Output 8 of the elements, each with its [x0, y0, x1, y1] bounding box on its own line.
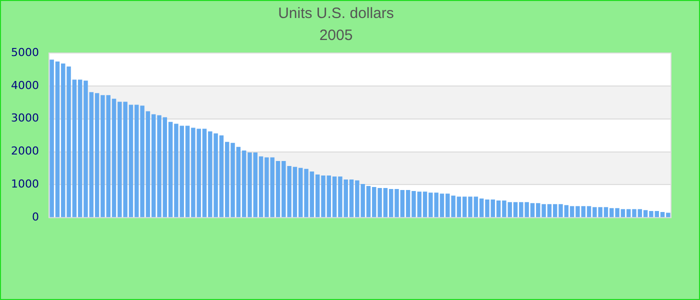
- y-tick-label: 1000: [10, 178, 39, 191]
- y-tick-label: 3000: [10, 112, 39, 125]
- y-tick-label: 2000: [10, 144, 39, 158]
- y-tick-label: 0: [32, 210, 39, 224]
- y-tick-label: 5000: [10, 46, 39, 59]
- chart-subtitle: 2005: [319, 27, 353, 44]
- chart-title: Units U.S. dollars: [278, 5, 394, 22]
- y-tick-label: 4000: [10, 78, 39, 92]
